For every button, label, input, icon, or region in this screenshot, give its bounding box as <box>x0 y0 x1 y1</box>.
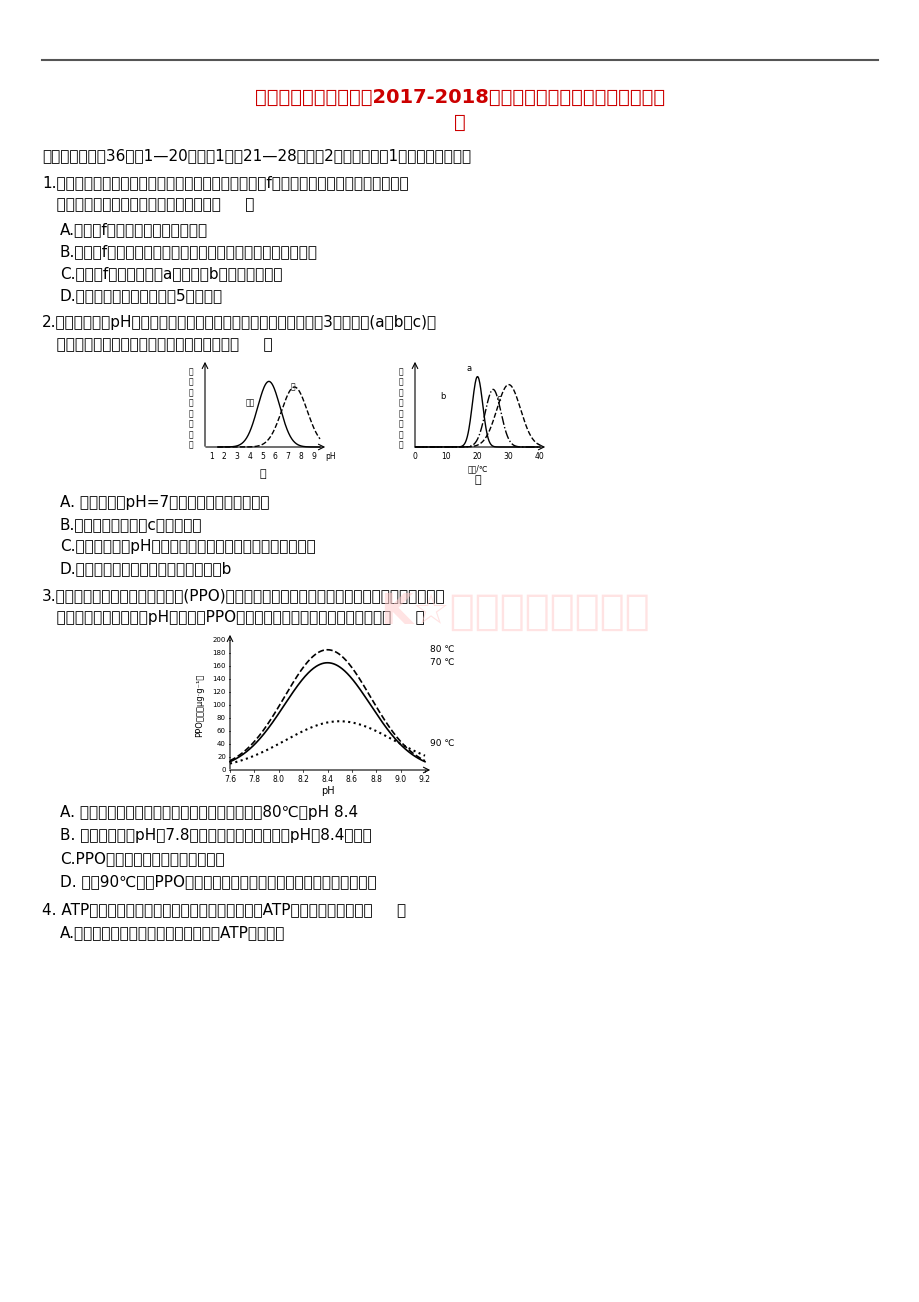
Text: 性: 性 <box>188 388 193 397</box>
Text: 7.8: 7.8 <box>248 775 260 784</box>
Text: 8.4: 8.4 <box>321 775 334 784</box>
Text: 40: 40 <box>535 452 544 461</box>
Text: 20: 20 <box>472 452 482 461</box>
Text: 9: 9 <box>311 452 316 461</box>
Text: 酶: 酶 <box>398 367 403 376</box>
Text: 200: 200 <box>212 637 226 643</box>
Text: 对: 对 <box>188 419 193 428</box>
Text: 活: 活 <box>398 378 403 387</box>
Text: 8.2: 8.2 <box>297 775 309 784</box>
Text: K☆你身边的高考专家: K☆你身边的高考专家 <box>380 591 650 633</box>
Text: 温度/℃: 温度/℃ <box>467 464 487 473</box>
Text: 9.2: 9.2 <box>418 775 430 784</box>
Text: C.从甲图可知若pH由酸性变成碱性时淀粉酶的活性逐渐升高: C.从甲图可知若pH由酸性变成碱性时淀粉酶的活性逐渐升高 <box>60 539 315 553</box>
Text: 对: 对 <box>398 419 403 428</box>
Text: 0: 0 <box>412 452 417 461</box>
Text: 3.啤酒生产时，麦芽中多酚氧化酶(PPO)的作用会降低啤酒质量，因此，制备麦芽的过程中需降: 3.啤酒生产时，麦芽中多酚氧化酶(PPO)的作用会降低啤酒质量，因此，制备麦芽的… <box>42 589 445 603</box>
Text: 6: 6 <box>273 452 278 461</box>
Text: 题: 题 <box>454 113 465 132</box>
Text: A.叶绿素f主要分布在蓝细菌叶绿体: A.叶绿素f主要分布在蓝细菌叶绿体 <box>60 223 208 237</box>
Text: pH: pH <box>321 786 334 796</box>
Text: A. 从甲图可知pH=7时植物淀粉酶的活性最高: A. 从甲图可知pH=7时植物淀粉酶的活性最高 <box>60 495 269 510</box>
Text: 10: 10 <box>441 452 450 461</box>
Text: 160: 160 <box>212 663 226 669</box>
Text: 酶: 酶 <box>188 367 193 376</box>
Text: 40: 40 <box>217 741 226 747</box>
Text: 60: 60 <box>217 728 226 734</box>
Text: 值: 值 <box>188 430 193 439</box>
Text: 80 ℃: 80 ℃ <box>429 646 454 654</box>
Text: 5: 5 <box>260 452 265 461</box>
Text: 相: 相 <box>398 409 403 418</box>
Text: 性: 性 <box>398 388 403 397</box>
Text: 低其活性。如图为不同pH和温度对PPO活性影响的曲线。下列叙述错误的是（     ）: 低其活性。如图为不同pH和温度对PPO活性影响的曲线。下列叙述错误的是（ ） <box>42 611 425 625</box>
Text: 8.0: 8.0 <box>272 775 285 784</box>
Text: 140: 140 <box>212 676 226 682</box>
Text: 值: 值 <box>398 430 403 439</box>
Text: 80: 80 <box>217 715 226 721</box>
Text: pH: pH <box>324 452 335 461</box>
Text: a: a <box>466 365 471 374</box>
Text: 人: 人 <box>290 381 295 391</box>
Text: 1.澳大利亚科学家从蓝细菌中提取了一种被称作叶绿素f的新叶绿素，它能够吸收红光和红: 1.澳大利亚科学家从蓝细菌中提取了一种被称作叶绿素f的新叶绿素，它能够吸收红光和… <box>42 174 408 190</box>
Text: C.叶绿素f具有与叶绿素a和叶绿素b相同的生理功能: C.叶绿素f具有与叶绿素a和叶绿素b相同的生理功能 <box>60 266 282 281</box>
Text: 20: 20 <box>217 754 226 760</box>
Text: D. 高于90℃，若PPO发生热变性，一定温度范围内温度越高变性越快: D. 高于90℃，若PPO发生热变性，一定温度范围内温度越高变性越快 <box>60 874 376 889</box>
Text: 外光进行光合作用。下列叙述正确的是（     ）: 外光进行光合作用。下列叙述正确的是（ ） <box>42 197 254 212</box>
Text: 120: 120 <box>212 689 226 695</box>
Text: 植物: 植物 <box>245 398 255 408</box>
Text: 一、选择题（共36分，1—20每小题1分，21—28每小题2分。每题只有1个选项符合题意）: 一、选择题（共36分，1—20每小题1分，21—28每小题2分。每题只有1个选项… <box>42 148 471 163</box>
Text: （: （ <box>398 398 403 408</box>
Text: 活: 活 <box>188 378 193 387</box>
Text: 8: 8 <box>298 452 303 461</box>
Text: B. 相同温度时，pH为7.8的环境下酶促反应产物比pH为8.4时的少: B. 相同温度时，pH为7.8的环境下酶促反应产物比pH为8.4时的少 <box>60 828 371 842</box>
Text: A.淀粉酶催化淀粉水解为葡萄糖不需要ATP提供能量: A.淀粉酶催化淀粉水解为葡萄糖不需要ATP提供能量 <box>60 924 285 940</box>
Text: 3: 3 <box>234 452 239 461</box>
Text: B.叶绿素f能够吸收红光和红外光，扩大了可利用的太阳光范围: B.叶绿素f能够吸收红光和红外光，扩大了可利用的太阳光范围 <box>60 243 318 259</box>
Text: PPO活性（μg·g⁻¹）: PPO活性（μg·g⁻¹） <box>196 673 204 737</box>
Text: A. 在制备麦芽的过程中应将反应条件控制在温度80℃、pH 8.4: A. 在制备麦芽的过程中应将反应条件控制在温度80℃、pH 8.4 <box>60 805 357 820</box>
Text: B.从乙图无法得知酶c的最适温度: B.从乙图无法得知酶c的最适温度 <box>60 517 202 533</box>
Text: 70 ℃: 70 ℃ <box>429 659 454 667</box>
Text: 100: 100 <box>212 702 226 708</box>
Text: 4. ATP是细胞中重要的高能磷酸化合物。下列有关ATP的叙述，错误的是（     ）: 4. ATP是细胞中重要的高能磷酸化合物。下列有关ATP的叙述，错误的是（ ） <box>42 902 405 917</box>
Text: 1: 1 <box>209 452 213 461</box>
Text: 活性受温度影响的情况。下列叙述正确的是（     ）: 活性受温度影响的情况。下列叙述正确的是（ ） <box>42 337 272 352</box>
Text: 9.0: 9.0 <box>394 775 406 784</box>
Text: 相: 相 <box>188 409 193 418</box>
Text: D.从乙图可知活性温度范围最广的酶是b: D.从乙图可知活性温度范围最广的酶是b <box>60 561 233 575</box>
Text: 甲: 甲 <box>259 469 266 479</box>
Text: ）: ） <box>188 440 193 449</box>
Text: C.PPO能催化多酚类物质的生化反应: C.PPO能催化多酚类物质的生化反应 <box>60 852 224 866</box>
Text: 乙: 乙 <box>473 475 481 486</box>
Text: D.分离蓝细菌中色素将获得5条色素带: D.分离蓝细菌中色素将获得5条色素带 <box>60 288 223 303</box>
Text: 2.甲图表示的是pH对植物和人的淀粉酶活性的影响；乙图表示的是3种脱氢酶(a、b、c)的: 2.甲图表示的是pH对植物和人的淀粉酶活性的影响；乙图表示的是3种脱氢酶(a、b… <box>42 315 437 329</box>
Text: 7: 7 <box>285 452 290 461</box>
Text: 0: 0 <box>221 767 226 773</box>
Text: 8.6: 8.6 <box>346 775 357 784</box>
Text: （: （ <box>188 398 193 408</box>
Text: c: c <box>495 395 500 404</box>
Text: 4: 4 <box>247 452 252 461</box>
Text: 30: 30 <box>504 452 513 461</box>
Text: 8.8: 8.8 <box>370 775 381 784</box>
Text: 7.6: 7.6 <box>223 775 236 784</box>
Text: 2: 2 <box>221 452 226 461</box>
Text: 江西省南昌市第二中学2017-2018学年高一生物下学期第一次月考试: 江西省南昌市第二中学2017-2018学年高一生物下学期第一次月考试 <box>255 89 664 107</box>
Text: ）: ） <box>398 440 403 449</box>
Text: 180: 180 <box>212 650 226 656</box>
Text: 90 ℃: 90 ℃ <box>429 740 454 749</box>
Text: b: b <box>439 392 445 401</box>
